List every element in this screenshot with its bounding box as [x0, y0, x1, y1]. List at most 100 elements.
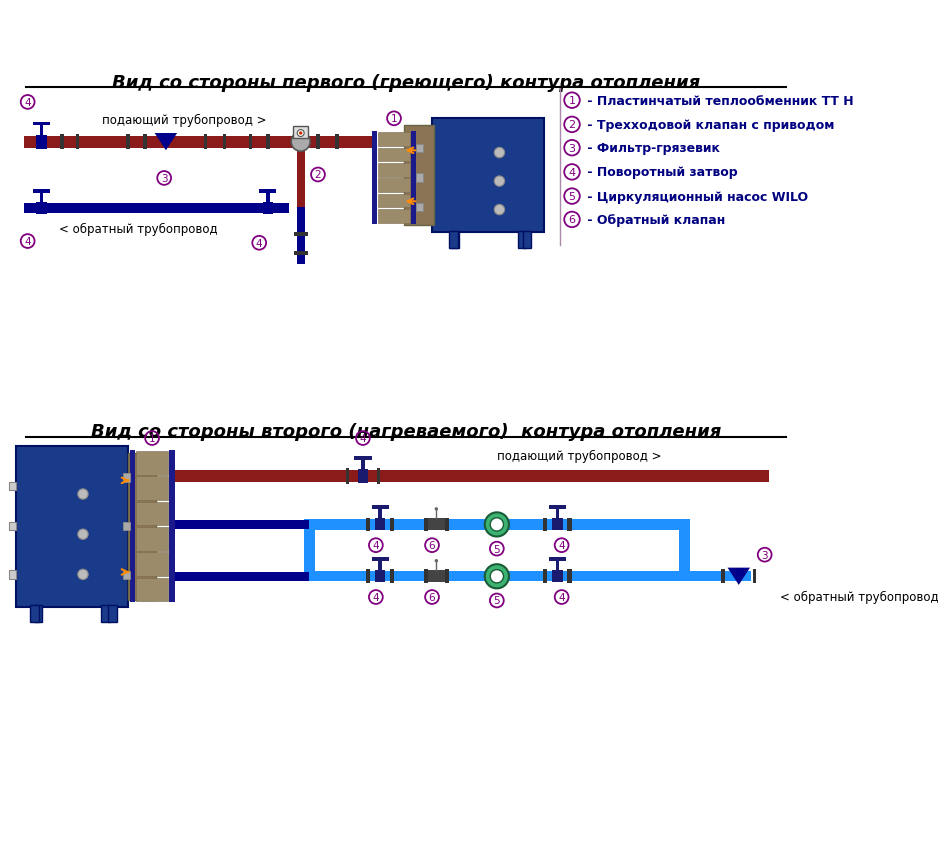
Bar [309, 520, 684, 530]
Bar [543, 518, 547, 532]
Text: < обратный трубопровод: < обратный трубопровод [780, 590, 939, 603]
Bar [428, 519, 445, 531]
Text: 1: 1 [391, 114, 398, 124]
Text: 2: 2 [569, 120, 575, 130]
Polygon shape [155, 134, 177, 151]
Bar [371, 132, 377, 224]
Bar [108, 605, 117, 622]
Bar [336, 135, 338, 150]
Bar [371, 506, 389, 509]
Text: Вид со стороны второго (нагреваемого)  контура отопления: Вид со стороны второго (нагреваемого) ко… [91, 423, 721, 441]
Text: подающий трубопровод >: подающий трубопровод > [497, 450, 662, 463]
Bar [412, 132, 416, 224]
Text: 5: 5 [569, 192, 575, 202]
Bar [266, 193, 270, 203]
Text: 4: 4 [372, 592, 379, 602]
Bar [33, 190, 50, 193]
Bar [39, 125, 43, 135]
Bar [123, 522, 130, 531]
Bar [309, 572, 684, 582]
Bar [549, 557, 566, 561]
Bar [123, 571, 130, 579]
Bar [346, 469, 349, 484]
Bar [424, 518, 428, 532]
Bar [684, 572, 751, 582]
Text: - Циркуляционный насос WILO: - Циркуляционный насос WILO [583, 190, 808, 204]
Text: 5: 5 [494, 544, 500, 554]
Circle shape [485, 565, 509, 589]
Bar [102, 605, 110, 622]
Bar [556, 561, 559, 571]
Bar [361, 459, 365, 469]
Bar [249, 135, 252, 150]
Bar [223, 135, 227, 150]
Bar [8, 570, 16, 579]
Bar [679, 520, 690, 582]
Text: - Трехходовой клапан с приводом: - Трехходовой клапан с приводом [583, 118, 835, 132]
Bar [378, 210, 411, 223]
Bar [297, 208, 305, 265]
Bar [449, 232, 458, 249]
Text: 4: 4 [24, 98, 31, 108]
Bar [294, 233, 307, 237]
Bar [33, 123, 50, 126]
Bar [450, 232, 459, 249]
Circle shape [494, 176, 505, 187]
Circle shape [78, 489, 88, 499]
Bar [34, 605, 42, 622]
Circle shape [490, 518, 504, 532]
Bar [294, 252, 307, 256]
Bar [123, 474, 130, 482]
Circle shape [299, 132, 303, 135]
Bar [523, 232, 531, 249]
Bar [371, 557, 389, 561]
Bar [316, 135, 320, 150]
Bar [428, 571, 445, 583]
Bar [722, 570, 725, 584]
Text: 3: 3 [569, 143, 575, 153]
Bar [567, 570, 572, 584]
Bar [175, 521, 309, 529]
Bar [8, 522, 16, 531]
Bar [379, 509, 382, 519]
Bar [24, 204, 290, 214]
Bar [518, 232, 526, 249]
Circle shape [78, 529, 88, 540]
Text: 3: 3 [761, 550, 768, 560]
Bar [24, 136, 371, 148]
Bar [432, 119, 544, 233]
Bar [378, 179, 411, 193]
Bar [126, 135, 130, 150]
Bar [424, 570, 428, 584]
Text: 1: 1 [149, 434, 155, 444]
Bar [30, 605, 39, 622]
Circle shape [490, 570, 504, 584]
Text: 3: 3 [161, 174, 167, 184]
Bar [358, 469, 368, 483]
Circle shape [291, 133, 310, 152]
Bar [375, 519, 385, 531]
Polygon shape [728, 568, 750, 585]
Text: 6: 6 [569, 216, 575, 225]
Bar [552, 571, 562, 583]
Bar [175, 573, 309, 581]
Bar [135, 578, 168, 602]
Bar [416, 145, 423, 153]
Text: 4: 4 [256, 239, 262, 249]
Bar [37, 135, 47, 149]
Bar [297, 148, 305, 209]
Text: 4: 4 [569, 168, 575, 178]
Bar [135, 527, 168, 551]
Bar [556, 509, 559, 519]
Bar [37, 203, 47, 215]
Text: 2: 2 [315, 170, 321, 181]
Circle shape [494, 148, 505, 158]
Text: 5: 5 [494, 596, 500, 606]
Bar [377, 469, 380, 484]
Text: 4: 4 [372, 540, 379, 550]
Bar [552, 519, 562, 531]
Bar [375, 571, 385, 583]
Bar [404, 126, 433, 226]
Bar [266, 135, 270, 150]
Text: < обратный трубопровод: < обратный трубопровод [59, 222, 217, 236]
